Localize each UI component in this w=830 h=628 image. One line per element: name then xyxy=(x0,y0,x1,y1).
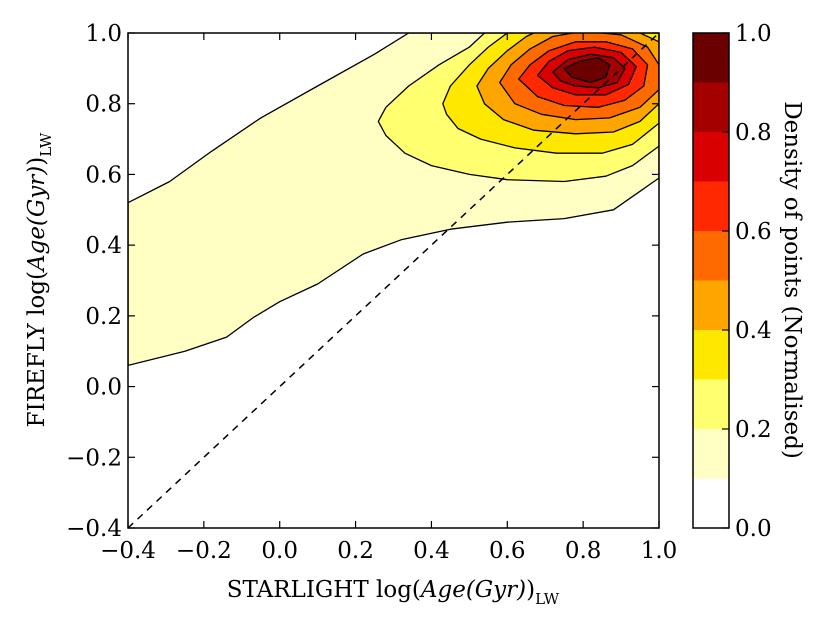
one-to-one-reference-line xyxy=(127,32,660,529)
y-tick-label: 0.8 xyxy=(85,92,122,118)
colorbar-band xyxy=(693,181,729,231)
y-axis-ticks: −0.4 −0.2 0.0 0.2 0.4 0.6 0.8 1.0 xyxy=(66,21,659,542)
y-axis-label: FIREFLY log(Age(Gyr))LW xyxy=(24,132,55,427)
colorbar-label: Density of points (Normalised) xyxy=(779,101,805,459)
colorbar-band xyxy=(693,132,729,182)
x-tick-label: 0.6 xyxy=(489,538,526,564)
colorbar-tick-label: 0.0 xyxy=(735,516,772,542)
y-tick-label: 1.0 xyxy=(85,21,122,47)
colorbar-tick-label: 0.6 xyxy=(735,219,772,245)
x-tick-label: 1.0 xyxy=(641,538,678,564)
colorbar-tick-label: 1.0 xyxy=(735,21,772,47)
y-tick-label: 0.6 xyxy=(85,162,122,188)
colorbar-tick-label: 0.2 xyxy=(735,417,772,443)
colorbar-tick-label: 0.4 xyxy=(735,318,772,344)
colorbar: 0.0 0.2 0.4 0.6 0.8 1.0 Density of points (No… xyxy=(692,21,805,542)
y-tick-label: −0.4 xyxy=(66,516,122,542)
y-tick-label: 0.4 xyxy=(85,233,122,259)
plot-frame xyxy=(127,32,660,529)
colorbar-ticks: 0.0 0.2 0.4 0.6 0.8 1.0 xyxy=(722,21,772,542)
colorbar-band xyxy=(693,231,729,281)
x-tick-label: 0.4 xyxy=(413,538,450,564)
x-tick-label: 0.2 xyxy=(337,538,374,564)
contour-level-0-9 xyxy=(563,57,611,84)
colorbar-band xyxy=(693,478,729,528)
colorbar-tick-label: 0.8 xyxy=(735,120,772,146)
y-tick-label: −0.2 xyxy=(66,445,122,471)
y-tick-label: 0.2 xyxy=(85,304,122,330)
contour-layer xyxy=(128,33,659,367)
colorbar-band xyxy=(693,330,729,380)
colorbar-band xyxy=(693,429,729,479)
colorbar-band xyxy=(693,33,729,83)
colorbar-band xyxy=(693,82,729,132)
x-tick-label: 0.8 xyxy=(565,538,602,564)
x-axis-ticks: −0.4 −0.2 0.0 0.2 0.4 0.6 0.8 1.0 xyxy=(100,33,677,564)
x-tick-label: −0.4 xyxy=(100,538,156,564)
colorbar-band xyxy=(693,379,729,429)
y-tick-label: 0.0 xyxy=(85,375,122,401)
x-axis-label: STARLIGHT log(Age(Gyr))LW xyxy=(227,577,560,608)
x-tick-label: −0.2 xyxy=(176,538,232,564)
colorbar-bands xyxy=(693,33,729,528)
x-tick-label: 0.0 xyxy=(261,538,298,564)
colorbar-frame xyxy=(692,32,730,529)
colorbar-band xyxy=(693,280,729,330)
